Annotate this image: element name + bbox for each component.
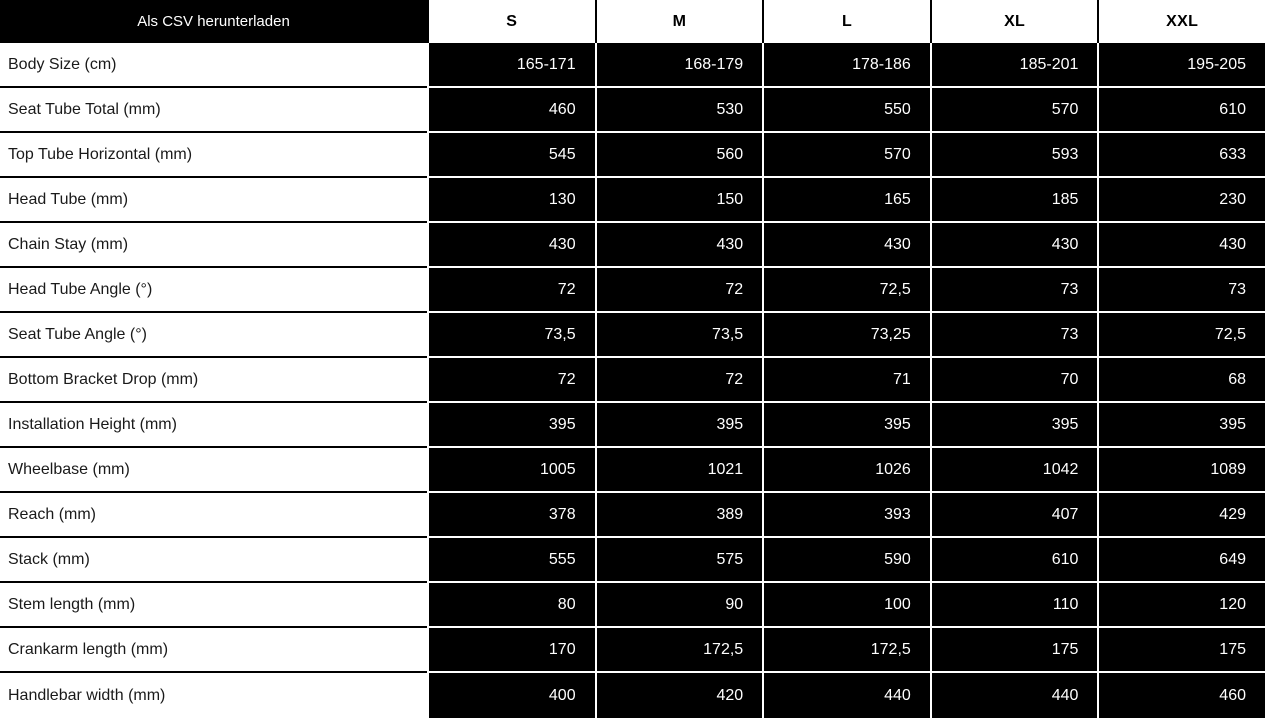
geometry-value: 1089 — [1097, 448, 1265, 493]
size-column-header-m: M — [594, 0, 763, 43]
geometry-value: 168-179 — [594, 43, 763, 88]
geometry-value: 530 — [594, 88, 763, 133]
geometry-value: 175 — [1097, 628, 1265, 673]
geometry-value: 172,5 — [762, 628, 930, 673]
geometry-value: 560 — [594, 133, 763, 178]
geometry-value: 440 — [929, 673, 1098, 718]
row-label: Reach (mm) — [0, 493, 427, 538]
geometry-value: 610 — [1097, 88, 1265, 133]
row-label: Wheelbase (mm) — [0, 448, 427, 493]
row-label: Head Tube (mm) — [0, 178, 427, 223]
geometry-value: 165-171 — [427, 43, 595, 88]
row-label: Stack (mm) — [0, 538, 427, 583]
geometry-value: 73,5 — [427, 313, 595, 358]
geometry-value: 570 — [929, 88, 1098, 133]
row-label: Stem length (mm) — [0, 583, 427, 628]
download-csv-button[interactable]: Als CSV herunterladen — [0, 0, 427, 43]
geometry-value: 73 — [929, 268, 1098, 313]
geometry-value: 72 — [594, 268, 763, 313]
geometry-value: 72 — [427, 268, 595, 313]
size-column-header-l: L — [762, 0, 930, 43]
geometry-value: 649 — [1097, 538, 1265, 583]
row-label: Handlebar width (mm) — [0, 673, 427, 718]
geometry-value: 172,5 — [594, 628, 763, 673]
geometry-value: 1042 — [929, 448, 1098, 493]
geometry-value: 389 — [594, 493, 763, 538]
geometry-value: 110 — [929, 583, 1098, 628]
geometry-value: 68 — [1097, 358, 1265, 403]
geometry-value: 420 — [594, 673, 763, 718]
geometry-value: 460 — [427, 88, 595, 133]
geometry-value: 100 — [762, 583, 930, 628]
geometry-value: 72 — [594, 358, 763, 403]
row-label: Bottom Bracket Drop (mm) — [0, 358, 427, 403]
geometry-value: 590 — [762, 538, 930, 583]
geometry-value: 610 — [929, 538, 1098, 583]
geometry-value: 429 — [1097, 493, 1265, 538]
geometry-value: 430 — [929, 223, 1098, 268]
geometry-value: 395 — [594, 403, 763, 448]
geometry-value: 395 — [1097, 403, 1265, 448]
geometry-value: 395 — [427, 403, 595, 448]
row-label: Seat Tube Total (mm) — [0, 88, 427, 133]
geometry-value: 555 — [427, 538, 595, 583]
geometry-value: 80 — [427, 583, 595, 628]
geometry-value: 1005 — [427, 448, 595, 493]
geometry-value: 1026 — [762, 448, 930, 493]
geometry-value: 120 — [1097, 583, 1265, 628]
geometry-value: 71 — [762, 358, 930, 403]
geometry-value: 633 — [1097, 133, 1265, 178]
geometry-value: 378 — [427, 493, 595, 538]
geometry-value: 395 — [762, 403, 930, 448]
geometry-value: 170 — [427, 628, 595, 673]
geometry-value: 460 — [1097, 673, 1265, 718]
geometry-value: 185 — [929, 178, 1098, 223]
geometry-value: 230 — [1097, 178, 1265, 223]
size-column-header-s: S — [427, 0, 595, 43]
geometry-value: 395 — [929, 403, 1098, 448]
geometry-value: 73 — [929, 313, 1098, 358]
row-label: Chain Stay (mm) — [0, 223, 427, 268]
geometry-value: 570 — [762, 133, 930, 178]
geometry-value: 90 — [594, 583, 763, 628]
geometry-value: 593 — [929, 133, 1098, 178]
geometry-value: 1021 — [594, 448, 763, 493]
geometry-value: 178-186 — [762, 43, 930, 88]
geometry-value: 165 — [762, 178, 930, 223]
geometry-value: 72,5 — [762, 268, 930, 313]
geometry-value: 440 — [762, 673, 930, 718]
geometry-value: 550 — [762, 88, 930, 133]
geometry-value: 185-201 — [929, 43, 1098, 88]
geometry-value: 70 — [929, 358, 1098, 403]
row-label: Crankarm length (mm) — [0, 628, 427, 673]
geometry-value: 175 — [929, 628, 1098, 673]
row-label: Head Tube Angle (°) — [0, 268, 427, 313]
geometry-value: 407 — [929, 493, 1098, 538]
row-label: Installation Height (mm) — [0, 403, 427, 448]
geometry-value: 400 — [427, 673, 595, 718]
geometry-value: 430 — [594, 223, 763, 268]
geometry-value: 73 — [1097, 268, 1265, 313]
row-label: Seat Tube Angle (°) — [0, 313, 427, 358]
row-label: Body Size (cm) — [0, 43, 427, 88]
geometry-value: 72,5 — [1097, 313, 1265, 358]
size-column-header-xl: XL — [929, 0, 1098, 43]
geometry-value: 130 — [427, 178, 595, 223]
geometry-value: 430 — [1097, 223, 1265, 268]
size-column-header-xxl: XXL — [1097, 0, 1265, 43]
geometry-value: 150 — [594, 178, 763, 223]
geometry-value: 73,25 — [762, 313, 930, 358]
geometry-value: 575 — [594, 538, 763, 583]
geometry-value: 545 — [427, 133, 595, 178]
geometry-value: 393 — [762, 493, 930, 538]
geometry-value: 430 — [762, 223, 930, 268]
geometry-value: 72 — [427, 358, 595, 403]
row-label: Top Tube Horizontal (mm) — [0, 133, 427, 178]
geometry-value: 430 — [427, 223, 595, 268]
geometry-value: 73,5 — [594, 313, 763, 358]
geometry-value: 195-205 — [1097, 43, 1265, 88]
